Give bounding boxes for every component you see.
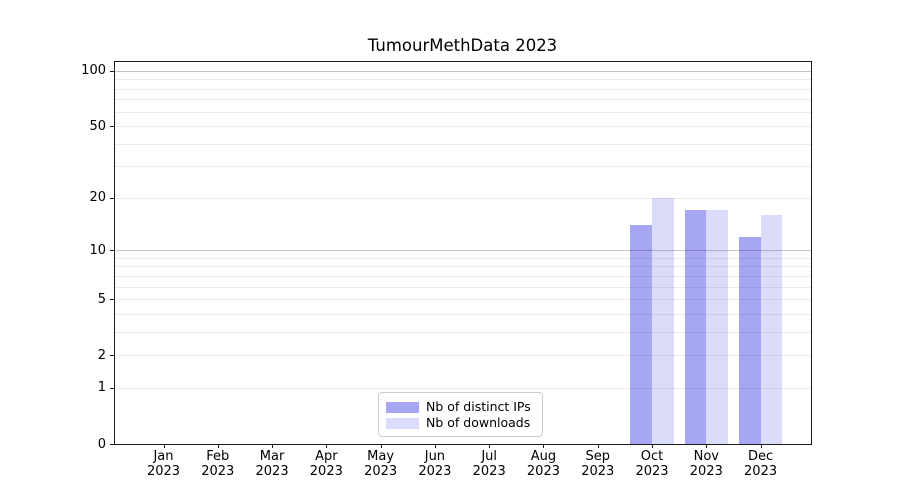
y-axis-tick-label: 50 (89, 118, 106, 134)
x-tick-mark (543, 444, 545, 448)
bar-oct-downloads (652, 197, 674, 444)
gridline-minor (115, 143, 811, 145)
gridline-minor (115, 286, 811, 288)
x-axis-tick-label: Jan 2023 (146, 449, 181, 479)
gridline-minor (115, 355, 811, 357)
y-tick-mark (110, 299, 114, 301)
x-axis-tick-label: Sep 2023 (581, 449, 615, 479)
gridline-minor (115, 197, 811, 199)
y-tick-mark (110, 444, 114, 445)
y-axis-tick-label: 10 (89, 242, 106, 258)
y-tick-mark (110, 355, 114, 357)
y-axis-tick-label: 5 (97, 291, 106, 307)
x-tick-mark (760, 444, 762, 448)
gridline-minor (115, 79, 811, 81)
gridline-major (115, 70, 811, 72)
legend-item: Nb of distinct IPs (386, 399, 534, 415)
bar-dec-ips (738, 236, 761, 444)
x-axis-tick-label: Oct 2023 (635, 449, 669, 479)
x-tick-mark (380, 444, 382, 448)
x-tick-mark (272, 444, 274, 448)
gridline-minor (115, 299, 811, 301)
bar-nov-downloads (706, 210, 728, 444)
gridline-minor (115, 387, 811, 389)
x-tick-mark (163, 444, 165, 448)
x-tick-mark (706, 444, 708, 448)
y-axis-tick-label: 0 (97, 436, 106, 452)
legend-label: Nb of distinct IPs (426, 399, 531, 414)
x-axis-tick-label: Feb 2023 (201, 449, 235, 479)
gridline-minor (115, 266, 811, 268)
gridline-minor (115, 257, 811, 259)
y-axis-tick-label: 100 (81, 63, 106, 79)
bar-oct-ips (630, 225, 652, 444)
x-tick-mark (597, 444, 599, 448)
gridline-minor (115, 275, 811, 277)
y-tick-mark (110, 250, 114, 252)
gridline-minor (115, 88, 811, 90)
x-tick-mark (489, 444, 491, 448)
x-axis-tick-label: Dec 2023 (744, 449, 778, 479)
gridline-minor (115, 111, 811, 113)
y-tick-mark (110, 387, 114, 389)
x-axis-tick-label: Apr 2023 (309, 449, 343, 479)
x-axis-tick-label: Aug 2023 (526, 449, 560, 479)
gridline-minor (115, 126, 811, 127)
x-axis-tick-label: Mar 2023 (255, 449, 289, 479)
x-axis-tick-label: May 2023 (364, 449, 398, 479)
gridline-minor (115, 166, 811, 168)
chart-title: TumourMethData 2023 (367, 36, 558, 55)
gridline-minor (115, 313, 811, 315)
y-axis-tick-label: 1 (97, 380, 106, 396)
legend-swatch-downloads (386, 417, 419, 429)
legend-swatch-distinct-ips (386, 401, 419, 413)
gridline-major (115, 250, 811, 252)
legend-label: Nb of downloads (426, 415, 531, 430)
x-tick-mark (326, 444, 328, 448)
y-axis-tick-label: 2 (97, 347, 106, 363)
bar-nov-ips (684, 210, 707, 444)
x-tick-mark (652, 444, 654, 448)
gridline-minor (115, 99, 811, 101)
y-axis-tick-label: 20 (89, 190, 106, 206)
bar-dec-downloads (760, 214, 783, 444)
x-axis-tick-label: Jun 2023 (418, 449, 452, 479)
x-tick-mark (217, 444, 219, 448)
x-tick-mark (434, 444, 436, 448)
y-tick-mark (110, 126, 114, 128)
y-tick-mark (110, 70, 114, 72)
x-axis-tick-label: Nov 2023 (689, 449, 723, 479)
gridline-minor (115, 331, 811, 333)
y-tick-mark (110, 197, 114, 199)
legend-item: Nb of downloads (386, 415, 534, 431)
legend: Nb of distinct IPs Nb of downloads (378, 392, 543, 437)
x-axis-tick-label: Jul 2023 (472, 449, 506, 479)
